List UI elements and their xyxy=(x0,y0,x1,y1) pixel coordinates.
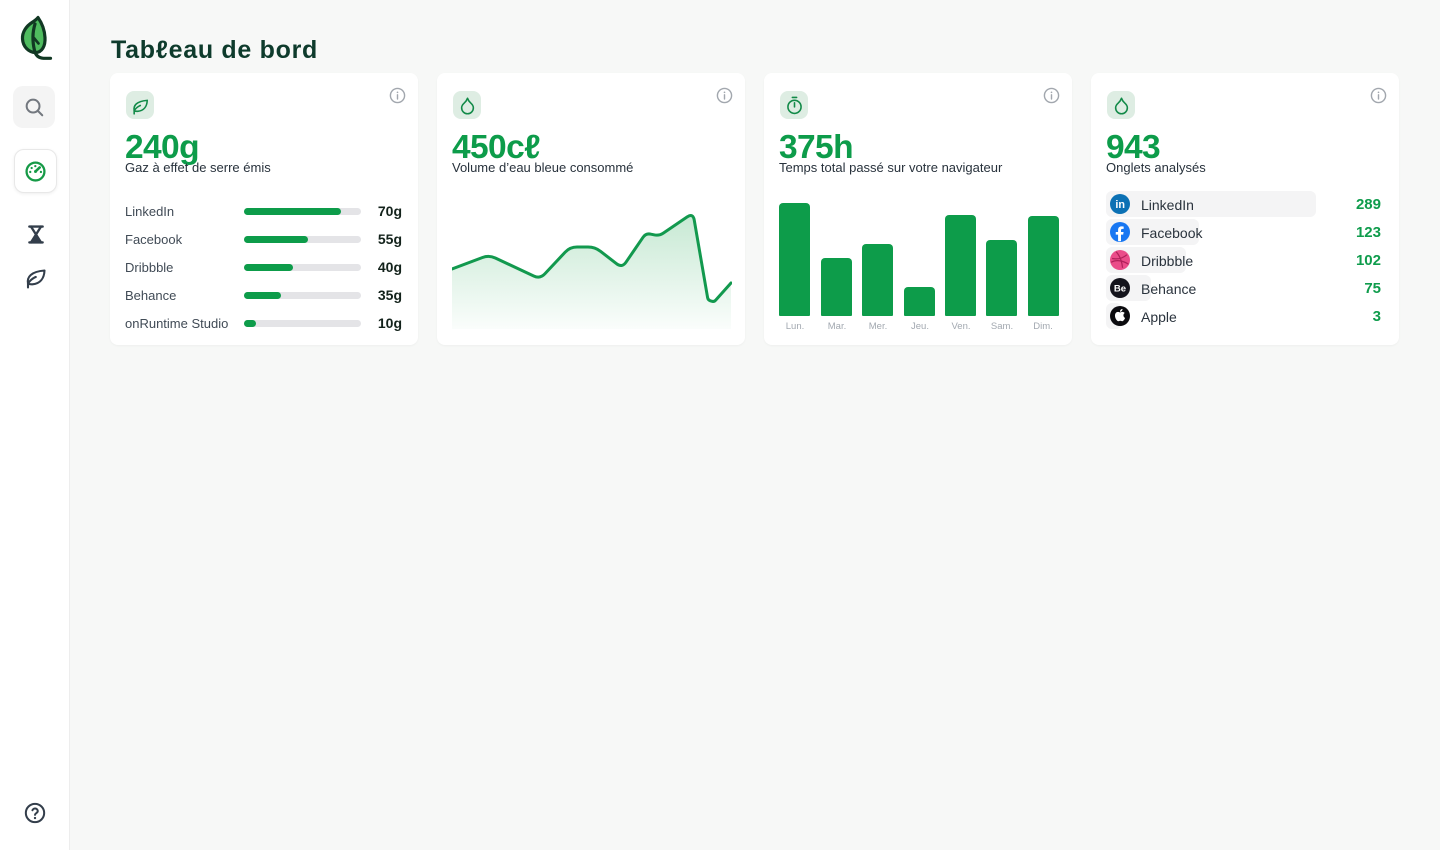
svg-text:Be: Be xyxy=(1114,284,1126,295)
svg-text:in: in xyxy=(1115,199,1125,211)
